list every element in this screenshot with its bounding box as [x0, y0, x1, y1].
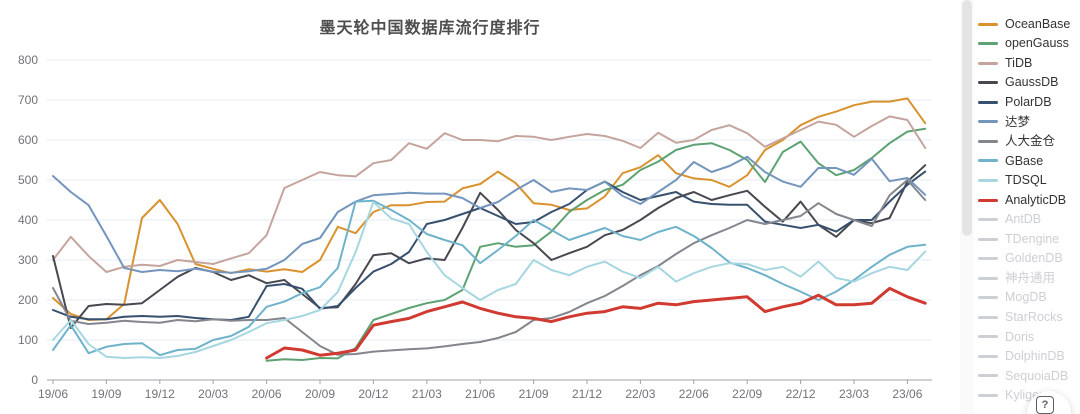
- legend-label: GBase: [1005, 153, 1044, 168]
- x-axis-label: 22/09: [732, 387, 762, 401]
- legend-item-神舟通用[interactable]: 神舟通用: [978, 270, 1055, 286]
- x-axis-label: 20/06: [252, 387, 282, 401]
- legend-swatch: [978, 354, 998, 358]
- legend-item-SequoiaDB[interactable]: SequoiaDB: [978, 368, 1068, 384]
- legend-label: PolarDB: [1005, 94, 1052, 109]
- x-axis-label: 21/12: [572, 387, 602, 401]
- x-axis-label: 21/03: [412, 387, 442, 401]
- legend-item-TiDB[interactable]: TiDB: [978, 55, 1032, 71]
- legend-swatch: [978, 81, 998, 85]
- x-axis-label: 19/06: [38, 387, 68, 401]
- legend-item-TDengine[interactable]: TDengine: [978, 231, 1059, 247]
- y-axis-label: 800: [18, 53, 38, 67]
- y-axis-label: 300: [18, 253, 38, 267]
- legend-swatch: [978, 159, 998, 163]
- legend-label: AnalyticDB: [1005, 192, 1067, 207]
- legend-swatch: [978, 218, 998, 221]
- series-line-OceanBase: [52, 97, 927, 321]
- legend-swatch: [978, 22, 998, 26]
- legend-item-GoldenDB[interactable]: GoldenDB: [978, 251, 1063, 267]
- legend-label: SequoiaDB: [1005, 368, 1069, 383]
- x-axis-label: 23/03: [839, 387, 869, 401]
- legend-label: Doris: [1005, 329, 1035, 344]
- legend-swatch: [978, 100, 998, 104]
- legend-label: openGauss: [1005, 36, 1069, 51]
- legend-label: GoldenDB: [1005, 251, 1063, 266]
- legend-swatch: [978, 61, 998, 65]
- legend-swatch: [978, 120, 998, 124]
- legend-swatch: [978, 237, 998, 241]
- x-axis-label: 23/06: [892, 387, 922, 401]
- chart-title: 墨天轮中国数据库流行度排行: [319, 20, 541, 37]
- y-axis-label: 400: [18, 213, 38, 227]
- x-axis-label: 20/03: [198, 387, 228, 401]
- x-axis-label: 21/06: [465, 387, 495, 401]
- series-line-达梦: [52, 155, 927, 274]
- legend-swatch: [978, 374, 998, 378]
- legend-item-AnalyticDB[interactable]: AnalyticDB: [978, 192, 1066, 208]
- legend-item-MogDB[interactable]: MogDB: [978, 290, 1047, 306]
- legend-swatch: [978, 335, 998, 339]
- y-axis-label: 100: [18, 333, 38, 347]
- legend-swatch: [978, 393, 998, 397]
- legend-item-Doris[interactable]: Doris: [978, 329, 1034, 345]
- legend-label: DolphinDB: [1005, 349, 1065, 364]
- help-icon: ?: [1036, 396, 1054, 414]
- y-axis-label: 500: [18, 173, 38, 187]
- y-axis-label: 600: [18, 133, 38, 147]
- legend-label: OceanBase: [1005, 16, 1071, 31]
- x-axis-label: 22/12: [786, 387, 816, 401]
- legend-swatch: [978, 276, 998, 280]
- legend-item-DolphinDB[interactable]: DolphinDB: [978, 348, 1065, 364]
- legend-swatch: [978, 178, 998, 182]
- x-axis-label: 22/06: [679, 387, 709, 401]
- legend-item-StarRocks[interactable]: StarRocks: [978, 309, 1063, 325]
- legend-swatch: [978, 139, 998, 143]
- legend-item-TDSQL[interactable]: TDSQL: [978, 172, 1047, 188]
- legend-label: 神舟通用: [1005, 270, 1056, 285]
- scrollbar-thumb[interactable]: [962, 0, 972, 236]
- y-axis-label: 200: [18, 293, 38, 307]
- series-line-TiDB: [52, 115, 927, 273]
- x-axis-label: 20/12: [358, 387, 388, 401]
- y-axis-label: 0: [31, 373, 38, 387]
- legend-item-PolarDB[interactable]: PolarDB: [978, 94, 1052, 110]
- x-axis-label: 21/09: [519, 387, 549, 401]
- legend-item-人大金仓[interactable]: 人大金仓: [978, 133, 1055, 149]
- legend-label: TDSQL: [1005, 173, 1047, 188]
- legend-label: AntDB: [1005, 212, 1042, 227]
- x-axis-label: 22/03: [625, 387, 655, 401]
- legend-swatch: [978, 42, 998, 45]
- series-line-PolarDB: [52, 170, 927, 321]
- legend-item-GBase[interactable]: GBase: [978, 153, 1043, 169]
- legend-item-GaussDB[interactable]: GaussDB: [978, 75, 1059, 91]
- y-axis-label: 700: [18, 93, 38, 107]
- series-line-AnalyticDB: [265, 286, 927, 360]
- legend-item-达梦[interactable]: 达梦: [978, 114, 1030, 130]
- x-axis-label: 19/09: [91, 387, 121, 401]
- series-line-openGauss: [265, 127, 927, 362]
- series-line-人大金仓: [52, 179, 927, 356]
- legend-item-openGauss[interactable]: openGauss: [978, 36, 1069, 52]
- legend-label: 达梦: [1005, 114, 1031, 129]
- legend-label: GaussDB: [1005, 75, 1059, 90]
- legend-label: StarRocks: [1005, 310, 1063, 325]
- legend-swatch: [978, 315, 998, 319]
- legend-swatch: [978, 198, 998, 202]
- legend-swatch: [978, 296, 998, 300]
- legend-item-OceanBase[interactable]: OceanBase: [978, 16, 1070, 32]
- legend-swatch: [978, 257, 998, 261]
- x-axis-label: 19/12: [145, 387, 175, 401]
- series-line-TDSQL: [52, 201, 927, 359]
- legend-label: MogDB: [1005, 290, 1047, 305]
- x-axis-label: 20/09: [305, 387, 335, 401]
- legend-label: 人大金仓: [1005, 134, 1056, 149]
- legend-label: TDengine: [1005, 231, 1060, 246]
- legend-label: TiDB: [1005, 55, 1033, 70]
- series-line-GBase: [52, 199, 927, 357]
- legend-item-AntDB[interactable]: AntDB: [978, 212, 1041, 228]
